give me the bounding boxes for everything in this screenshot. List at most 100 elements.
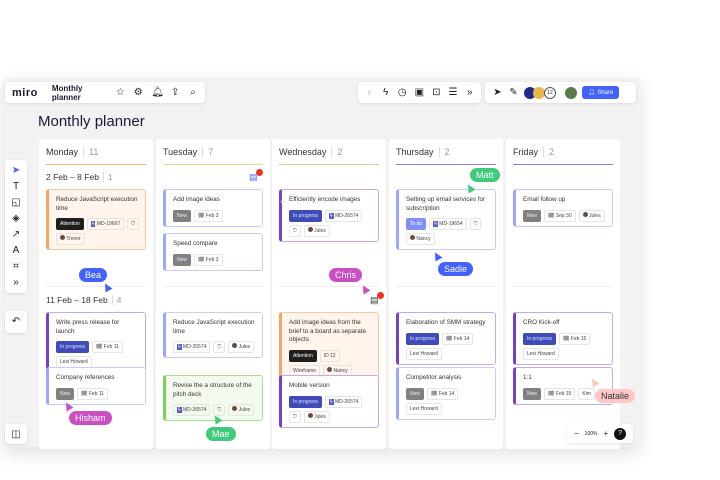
shapes-icon[interactable]: ◈: [12, 213, 20, 224]
help-button[interactable]: ?: [614, 427, 626, 440]
select-icon[interactable]: ➤: [11, 165, 21, 176]
pen-icon[interactable]: A: [12, 245, 20, 256]
tag-icon[interactable]: ⛉: [213, 341, 226, 353]
tag-attention[interactable]: Attention: [56, 218, 84, 230]
task-card[interactable]: CRO Kick-off In progress 🗓︎ Feb 15 Lexi How…: [513, 312, 613, 365]
tag-id[interactable]: ϟ MD-26574: [173, 404, 211, 416]
tag-inprogress[interactable]: In progress: [523, 332, 557, 345]
tag-person[interactable]: Trevor: [56, 233, 85, 245]
tag-attention[interactable]: Attention: [289, 349, 317, 362]
search-icon[interactable]: ⌕: [190, 87, 196, 98]
presentation-icon[interactable]: ⊡: [432, 87, 441, 98]
share-button[interactable]: 👤︎ Share: [582, 86, 620, 99]
tag-date[interactable]: 🗓︎ Feb 15: [559, 332, 591, 345]
tag-date[interactable]: 🗓︎ Feb 3: [194, 209, 223, 222]
task-card[interactable]: Add image ideas from the brief to a boar…: [279, 312, 379, 382]
tag-id[interactable]: ϟ MD-26574: [173, 341, 211, 353]
celebrate-icon[interactable]: ✎: [509, 87, 518, 98]
chevron-double-down-icon[interactable]: »: [466, 87, 473, 98]
tag-icon[interactable]: ⛉: [289, 410, 301, 423]
tag-icon[interactable]: ⛉: [289, 224, 301, 237]
line-icon[interactable]: ↗: [11, 229, 21, 240]
tag-inprogress[interactable]: In progress: [289, 395, 323, 408]
cursor-arrow-icon[interactable]: ➤: [493, 87, 502, 98]
tag-text[interactable]: Lexi Howard: [523, 347, 559, 360]
frame-icon[interactable]: ⌗: [13, 261, 19, 272]
tag-id[interactable]: ϟ MD-26574: [325, 395, 363, 408]
tag-inprogress[interactable]: In progress: [56, 341, 90, 353]
tag-icon[interactable]: ⛉: [213, 404, 226, 416]
collaborator-count[interactable]: 12: [544, 86, 556, 99]
tag-new[interactable]: New: [173, 253, 192, 266]
task-card[interactable]: Revise the a structure of the pitch deck…: [163, 375, 263, 421]
task-card[interactable]: Email follow up New 🗓︎ Sep 30 Jules: [513, 189, 613, 227]
lightning-icon[interactable]: ϟ: [383, 87, 389, 98]
tag-date[interactable]: 🗓︎ Feb 3: [194, 253, 223, 266]
tag-person[interactable]: Jules: [303, 224, 330, 237]
tag-id[interactable]: ϟ MD-19667: [86, 218, 125, 230]
timer-icon[interactable]: ◷: [397, 87, 407, 98]
card-icon[interactable]: ▣: [414, 87, 425, 98]
tag-text[interactable]: Lexi Howard: [406, 347, 442, 360]
tag-inprogress[interactable]: In progress: [289, 209, 323, 222]
tag-text[interactable]: Kim: [578, 387, 595, 400]
tag-person[interactable]: Jules: [228, 341, 255, 353]
tag-date[interactable]: 🗓︎ Sep 30: [544, 209, 576, 222]
sidebar-icon[interactable]: ◫: [11, 429, 21, 440]
add-card-button[interactable]: +: [279, 197, 284, 206]
tag-id[interactable]: ϟ MD-26574: [325, 209, 363, 222]
tag-person[interactable]: Jules: [228, 404, 255, 416]
task-card[interactable]: Efficiently encode images In progress ϟ MD…: [279, 189, 379, 242]
document-icon[interactable]: ☰: [448, 87, 458, 98]
tag-new[interactable]: New: [523, 387, 542, 400]
task-card[interactable]: Mobile version In progress ϟ MD-26574 ⛉ Jul…: [279, 375, 379, 428]
comment-icon[interactable]: ▤: [370, 295, 379, 305]
upload-icon[interactable]: ⇪: [170, 87, 180, 98]
task-card[interactable]: Add image ideas New 🗓︎ Feb 3: [163, 189, 263, 227]
task-card[interactable]: Write press release for launch In progres…: [46, 312, 146, 373]
comment-icon[interactable]: ▤: [249, 172, 258, 182]
task-card[interactable]: Competitor analysis New 🗓︎ Feb 14 Lexi Howa…: [396, 367, 496, 420]
task-card[interactable]: Reduce JavaScript execution time ϟ MD-265…: [163, 312, 263, 358]
tag-date[interactable]: 🗓︎ Feb 11: [92, 341, 123, 353]
tag-new[interactable]: New: [56, 387, 75, 400]
zoom-out-icon[interactable]: −: [574, 429, 579, 438]
column-count: 7: [202, 147, 214, 157]
task-card[interactable]: Speed compare New 🗓︎ Feb 3: [163, 233, 263, 271]
chevron-right-icon[interactable]: ›: [367, 87, 371, 98]
tag-date[interactable]: 🗓︎ Feb 15: [544, 387, 576, 400]
text-icon[interactable]: T: [12, 181, 20, 192]
avatar[interactable]: [533, 86, 545, 99]
zoom-in-icon[interactable]: +: [603, 429, 609, 438]
task-card[interactable]: Elaboration of SMM strategy In progress 🗓︎…: [396, 312, 496, 365]
tag-date[interactable]: 🗓︎ Feb 11: [77, 387, 108, 400]
tag-icon[interactable]: ⛉: [469, 218, 482, 230]
tag-person[interactable]: Jules: [578, 209, 605, 222]
bell-icon[interactable]: 🔔︎: [151, 87, 164, 98]
sticky-note-icon[interactable]: ◱: [11, 197, 21, 208]
tag-inprogress[interactable]: In progress: [406, 332, 440, 345]
tag-text[interactable]: Lexi Howard: [406, 402, 442, 415]
tag-icon[interactable]: ⛉: [127, 218, 139, 230]
add-card-button[interactable]: +: [396, 237, 401, 246]
tag-date[interactable]: 🗓︎ Feb 14: [442, 332, 474, 345]
undo-icon[interactable]: ↶: [11, 316, 21, 327]
tag-new[interactable]: New: [406, 387, 425, 400]
tag-date[interactable]: 🗓︎ Feb 14: [427, 387, 459, 400]
gear-icon[interactable]: ⚙: [133, 87, 143, 98]
tag-person[interactable]: Jules: [303, 410, 330, 423]
tag-id[interactable]: ϟ MD-19654: [429, 218, 467, 230]
star-icon[interactable]: ☆: [115, 87, 125, 98]
tag-new[interactable]: New: [173, 209, 192, 222]
user-avatar[interactable]: [565, 86, 577, 99]
task-card[interactable]: Company references New 🗓︎ Feb 11: [46, 367, 146, 405]
more-tools-icon[interactable]: »: [13, 277, 19, 288]
task-card[interactable]: Setting up email services for subscripti…: [396, 189, 496, 250]
tag-text[interactable]: ID 12: [319, 349, 340, 362]
board-title[interactable]: Monthly planner: [51, 83, 83, 102]
task-card[interactable]: Reduce JavaScript execution time Attentio…: [46, 189, 146, 250]
tag-person[interactable]: Nancy: [406, 233, 435, 245]
tag-new[interactable]: New: [523, 209, 542, 222]
tag-todo[interactable]: To do: [406, 218, 427, 230]
add-card-button[interactable]: +: [46, 197, 51, 206]
